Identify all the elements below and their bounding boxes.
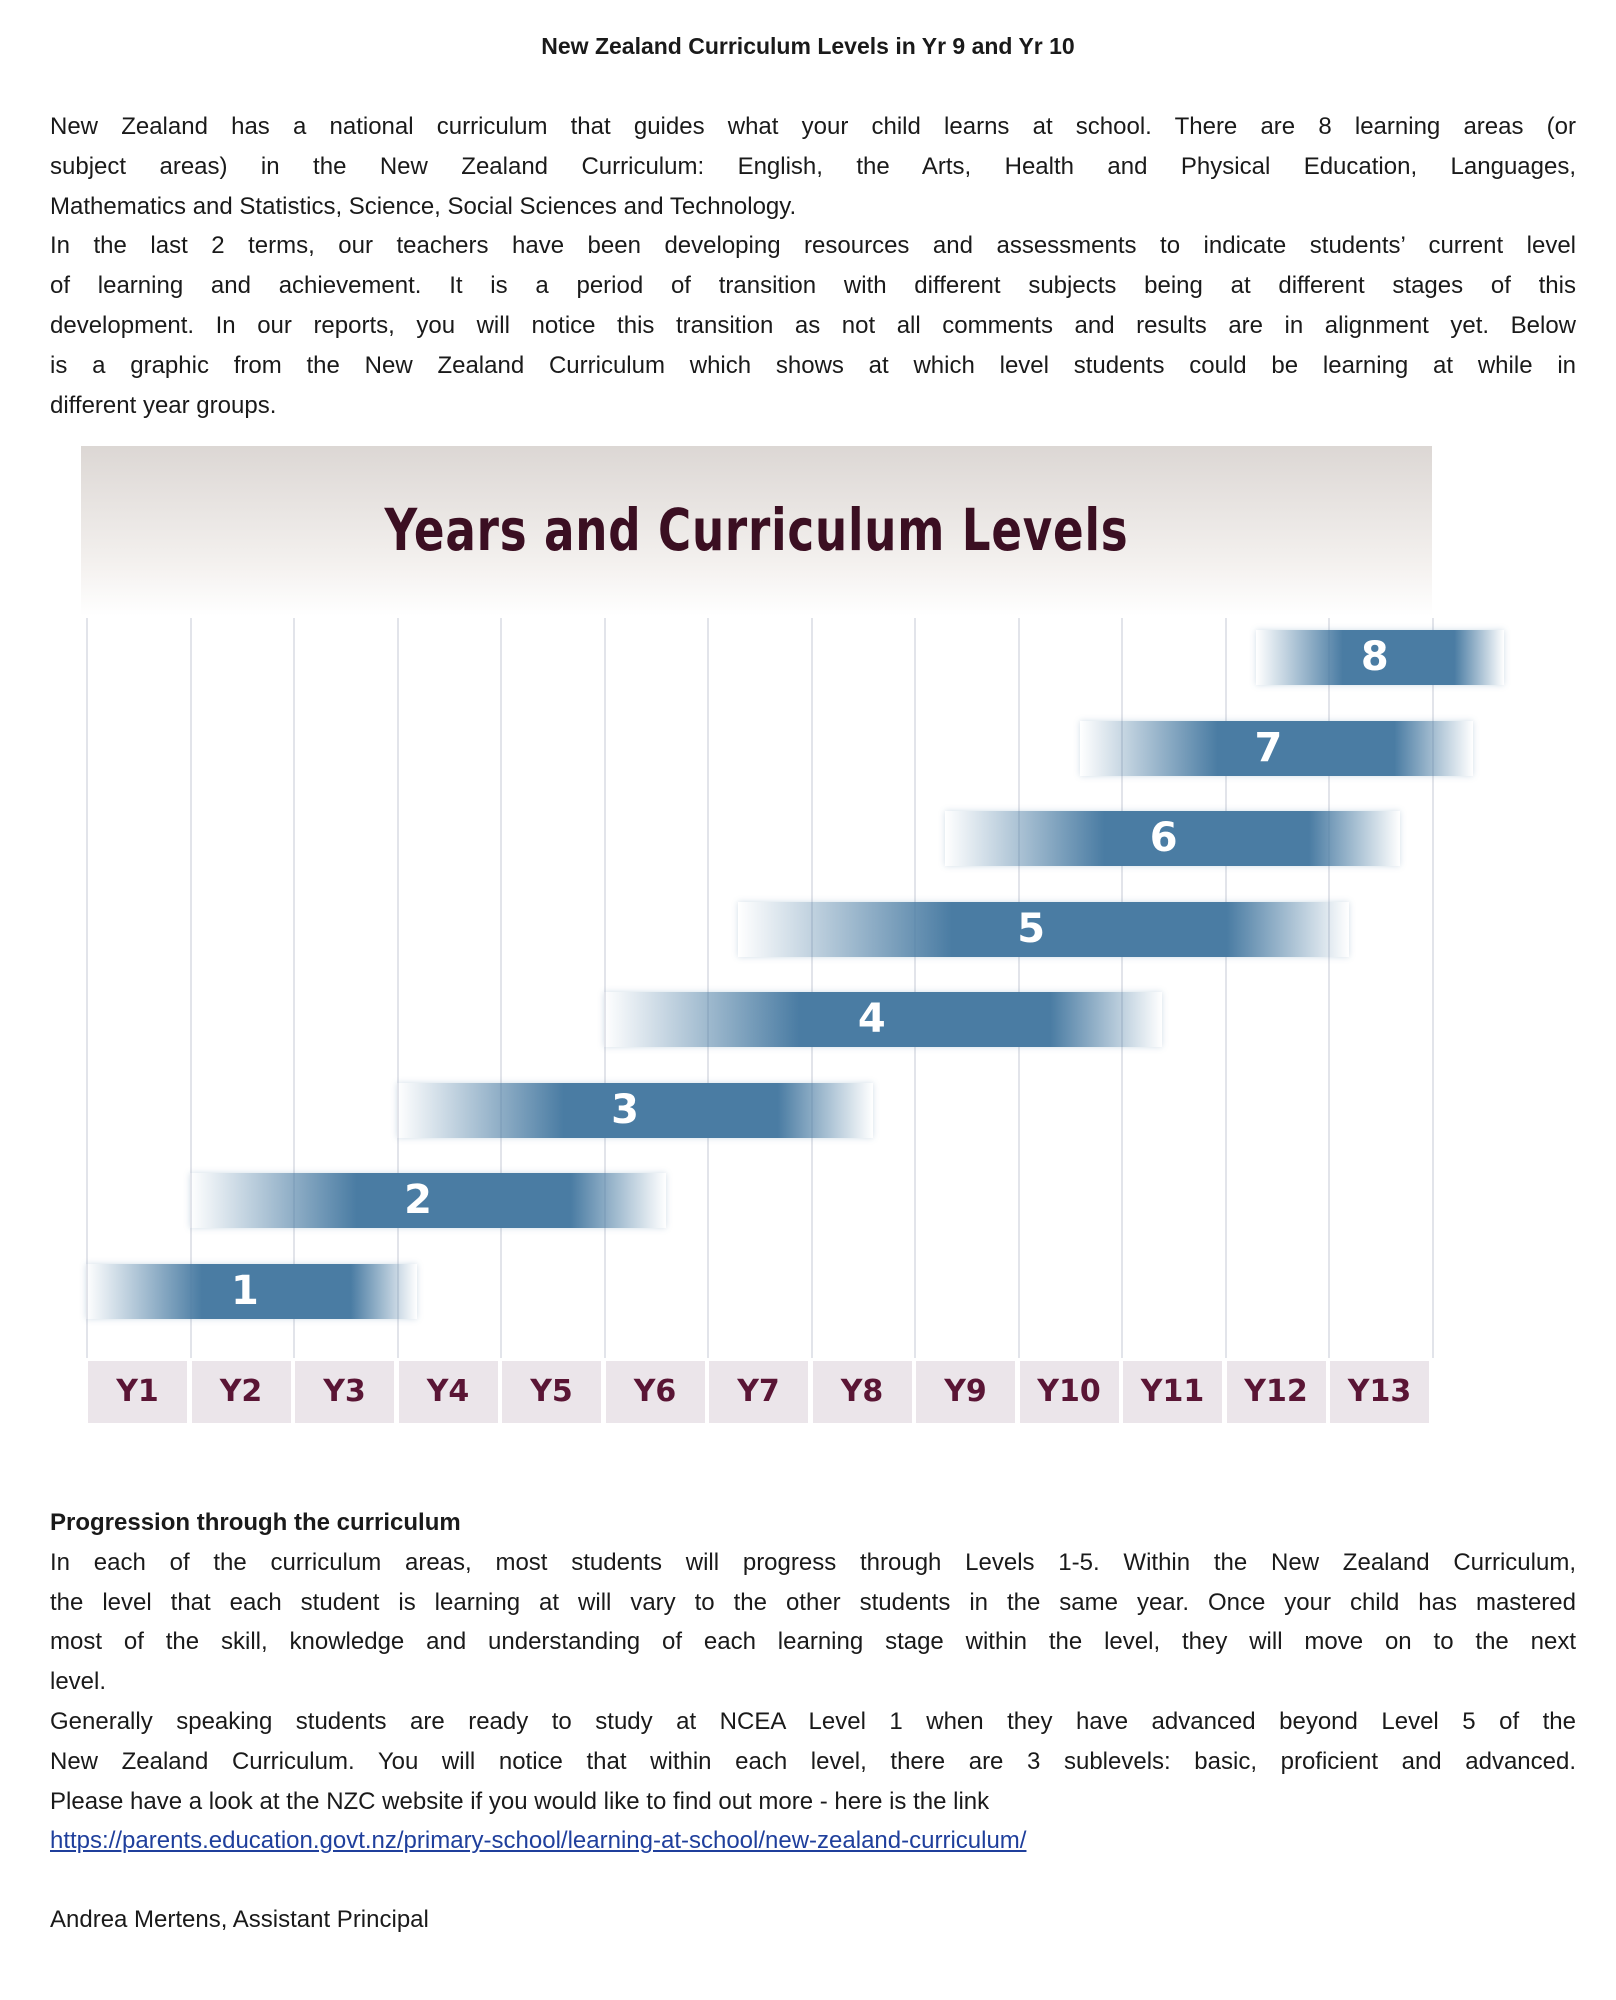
gridline	[293, 618, 295, 1358]
paragraph-line: of learning and achievement. It is a per…	[50, 272, 1576, 300]
year-label: Y3	[295, 1361, 394, 1423]
level-label: 6	[1149, 815, 1178, 861]
year-label: Y7	[709, 1361, 808, 1423]
gridline	[1328, 618, 1330, 1358]
level-label: 1	[231, 1267, 259, 1314]
year-label: Y2	[191, 1361, 291, 1423]
paragraph-line: the level that each student is learning …	[50, 1588, 1576, 1616]
level-label: 7	[1254, 724, 1283, 771]
gridline	[810, 618, 813, 1358]
level-label: 2	[404, 1177, 432, 1223]
paragraph-line: most of the skill, knowledge and underst…	[50, 1628, 1576, 1656]
level-bar-6	[945, 811, 1401, 866]
progression-section: Progression through the curriculum In ea…	[50, 1503, 1576, 1861]
year-label: Y4	[398, 1361, 498, 1423]
years-curriculum-levels-chart: Years and Curriculum Levels Y1 Y2 Y3 Y4 Y5 Y6…	[81, 446, 1521, 1426]
level-bar-1	[86, 1263, 418, 1319]
paragraph-line: subject areas) in the New Zealand Curric…	[50, 152, 1576, 180]
year-label: Y12	[1226, 1361, 1326, 1423]
paragraph-line: Mathematics and Statistics, Science, Soc…	[50, 192, 797, 220]
level-label: 5	[1017, 905, 1046, 952]
paragraph-line: development. In our reports, you will no…	[50, 311, 1576, 339]
progression-heading: Progression through the curriculum	[50, 1509, 461, 1536]
document-title: New Zealand Curriculum Levels in Yr 9 an…	[541, 33, 1075, 59]
paragraph-line: Generally speaking students are ready to…	[50, 1707, 1576, 1735]
gridline	[1017, 618, 1020, 1358]
level-bar-3	[396, 1082, 873, 1138]
level-bar-8	[1255, 630, 1504, 685]
level-bar-7	[1079, 720, 1473, 776]
paragraph-line: level.	[50, 1668, 107, 1696]
signature: Andrea Mertens, Assistant Principal	[50, 1906, 429, 1933]
paragraph-line: New Zealand has a national curriculum th…	[50, 113, 1576, 140]
paragraph-line: different year groups.	[50, 391, 277, 419]
paragraph-line: In each of the curriculum areas, most st…	[50, 1548, 1576, 1576]
year-label: Y5	[502, 1361, 601, 1423]
chart-title: Years and Curriculum Levels	[384, 496, 1129, 564]
gridline	[1431, 618, 1434, 1358]
intro-text: New Zealand has a national curriculum th…	[50, 107, 1576, 425]
year-label: Y10	[1019, 1361, 1119, 1423]
gridline	[707, 618, 709, 1358]
level-label: 3	[611, 1086, 639, 1133]
year-label: Y11	[1123, 1361, 1222, 1423]
year-label: Y8	[812, 1361, 912, 1423]
nzc-website-link[interactable]: https://parents.education.govt.nz/primar…	[50, 1827, 1027, 1855]
gridline	[603, 618, 606, 1358]
level-bar-5	[738, 901, 1349, 957]
year-label: Y1	[88, 1361, 187, 1423]
gridline	[86, 618, 88, 1358]
year-label: Y9	[916, 1361, 1015, 1423]
paragraph-line: In the last 2 terms, our teachers have b…	[50, 232, 1576, 260]
paragraph-line: is a graphic from the New Zealand Curric…	[50, 351, 1576, 379]
gridline	[1224, 618, 1227, 1358]
level-bar-4	[603, 992, 1163, 1047]
paragraph-line: Please have a look at the NZC website if…	[50, 1787, 990, 1815]
year-label: Y6	[605, 1361, 705, 1423]
gridline	[1121, 618, 1123, 1358]
gridline	[500, 618, 502, 1358]
level-label: 8	[1360, 634, 1389, 680]
paragraph-line: New Zealand Curriculum. You will notice …	[50, 1747, 1576, 1775]
gridline	[396, 618, 399, 1358]
level-bar-2	[189, 1173, 666, 1228]
chart-header: Years and Curriculum Levels	[81, 446, 1432, 616]
level-label: 4	[857, 996, 886, 1042]
gridline	[189, 618, 192, 1358]
gridline	[914, 618, 916, 1358]
year-label: Y13	[1330, 1361, 1429, 1423]
